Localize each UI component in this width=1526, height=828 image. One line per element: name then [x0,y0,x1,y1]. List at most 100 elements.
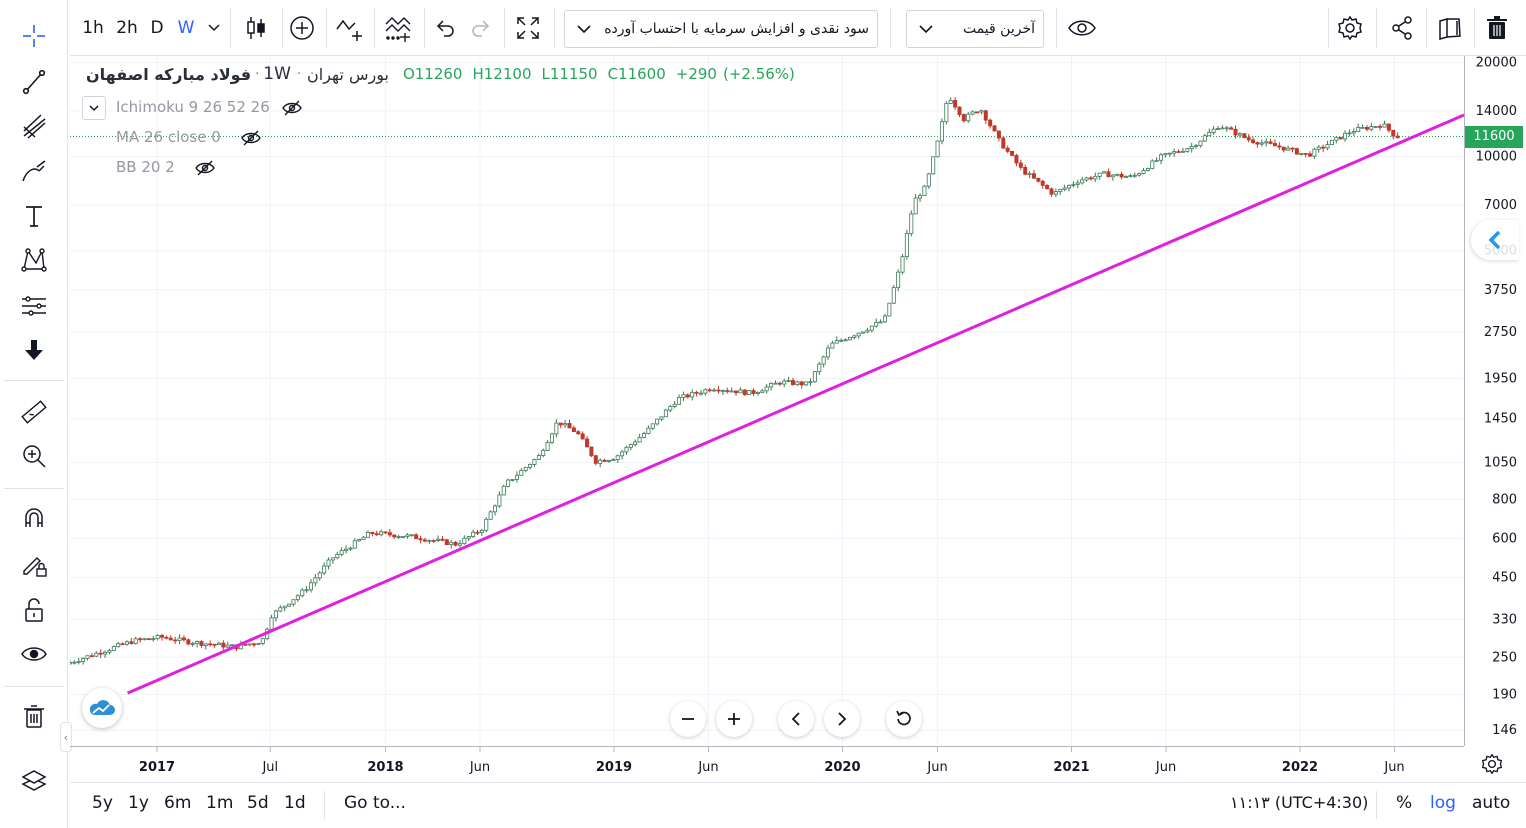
candle-body [983,110,988,121]
delete-icon[interactable] [1480,10,1514,46]
time-axis[interactable]: 2017 Jul 2018 Jun 2019 Jun 2020 Jun 2021 Jun 2022 J… [70,746,1464,782]
trend-line[interactable] [126,113,1464,695]
candle-body [1075,182,1080,185]
interval-dropdown-chevron-icon[interactable] [204,10,224,46]
indicator-select[interactable]: سود نقدی و افزایش سرمایه با احتساب آورده [564,10,878,48]
range-5d[interactable]: 5d [247,793,269,813]
candle-body [843,339,848,342]
undo-icon[interactable] [428,10,462,46]
interval-d[interactable]: D [150,18,164,38]
zoom-in-button[interactable] [716,701,752,737]
candle-body [1163,153,1168,156]
candle-body [405,534,410,537]
candle-body [94,652,99,657]
clock-timezone[interactable]: ۱۱:۱۳ (UTC+4:30) [1230,793,1369,812]
hidden-eye-icon[interactable] [240,130,262,146]
magnet-icon[interactable] [12,498,56,538]
time-tick-label: Jun [926,760,947,775]
hidden-eye-icon[interactable] [194,160,216,176]
share-icon[interactable] [1384,10,1420,46]
layers-icon[interactable] [12,760,56,800]
candle-body [396,536,401,538]
range-1m[interactable]: 1m [206,793,234,813]
candle-body [580,433,585,440]
eye-icon[interactable] [12,634,56,674]
candle-body [1058,188,1063,193]
snapshot-icon[interactable] [1432,10,1468,46]
interval-2h[interactable]: 2h [116,18,138,38]
fullscreen-icon[interactable] [510,10,546,46]
interval-w[interactable]: W [177,18,195,38]
indicator-ichimoku[interactable]: Ichimoku 9 26 52 26 [116,98,303,116]
unlock-icon[interactable] [12,590,56,630]
candle-body [817,363,822,373]
candle-body [1246,137,1251,141]
candle-body [1185,148,1190,152]
trash-icon[interactable] [12,696,56,736]
indicator-ma[interactable]: MA 26 close 0 [116,128,262,146]
ruler-icon[interactable] [12,392,56,432]
lock-drawing-icon[interactable] [12,544,56,584]
range-5y[interactable]: 5y [92,793,113,813]
brush-icon[interactable] [12,152,56,192]
scroll-left-button[interactable] [778,701,814,737]
price-type-select[interactable]: آخرین قیمت [906,10,1044,48]
trend-line-icon[interactable] [12,62,56,102]
visibility-eye-icon[interactable] [1062,10,1102,46]
redo-icon[interactable] [464,10,498,46]
price-axis[interactable]: 2000014000100007000500037502750195014501… [1464,56,1526,746]
settings-gear-icon[interactable] [1332,10,1368,46]
top-toolbar: 1h 2h D W سود نقدی و افزایش سرمایه با اح… [70,0,1526,56]
log-scale-toggle[interactable]: log [1430,793,1456,813]
candle-body [812,371,817,383]
candle-body [615,455,620,461]
auto-scale-toggle[interactable]: auto [1472,793,1511,813]
legend-close: C11600 [607,65,666,83]
crosshair-icon[interactable] [12,16,56,56]
candle-body [1347,132,1352,135]
candle-body [339,550,344,555]
cloud-logo-icon[interactable] [82,688,122,728]
candle-body [935,140,940,158]
candle-body [116,643,121,648]
hidden-eye-icon[interactable] [281,100,303,116]
percent-scale-toggle[interactable]: % [1396,793,1413,813]
range-6m[interactable]: 6m [164,793,192,813]
reset-chart-button[interactable] [886,701,922,737]
interval-1h[interactable]: 1h [82,18,104,38]
price-chart[interactable] [70,56,1464,746]
collapse-toolbar-handle[interactable]: ‹ [60,722,72,752]
candle-body [488,511,493,520]
price-tick-label: 1050 [1484,456,1517,471]
candle-body [1286,147,1291,151]
chart-area[interactable]: فولاد مبارکه اصفهان · 1W · بورس تهران O1… [70,56,1464,746]
scroll-to-realtime-button[interactable] [1471,220,1519,260]
range-1y[interactable]: 1y [128,793,149,813]
axis-settings-gear-icon[interactable] [1478,750,1506,778]
collapse-legend-button[interactable] [82,96,106,120]
time-tick-label: Jun [1383,760,1404,775]
templates-icon[interactable] [380,10,416,46]
range-1d[interactable]: 1d [284,793,306,813]
compare-icon[interactable] [332,10,368,46]
candle-body [1053,191,1058,195]
arrow-down-icon[interactable] [12,330,56,370]
scroll-right-button[interactable] [824,701,860,737]
candle-body [519,469,524,476]
pitchfork-icon[interactable] [12,106,56,146]
add-indicator-icon[interactable] [284,10,320,46]
candle-body [497,494,502,507]
pattern-icon[interactable] [12,240,56,280]
indicator-bb[interactable]: BB 20 2 [116,158,216,176]
candle-body [308,582,313,591]
candle-body [365,531,370,538]
candle-body [471,531,476,537]
text-icon[interactable] [12,196,56,236]
zoom-in-icon[interactable] [12,436,56,476]
candle-body [1132,174,1137,177]
candle-style-icon[interactable] [238,10,274,46]
measure-icon[interactable] [12,286,56,326]
zoom-out-button[interactable] [670,701,706,737]
goto-button[interactable]: Go to... [344,793,406,813]
candle-body [1356,127,1361,132]
